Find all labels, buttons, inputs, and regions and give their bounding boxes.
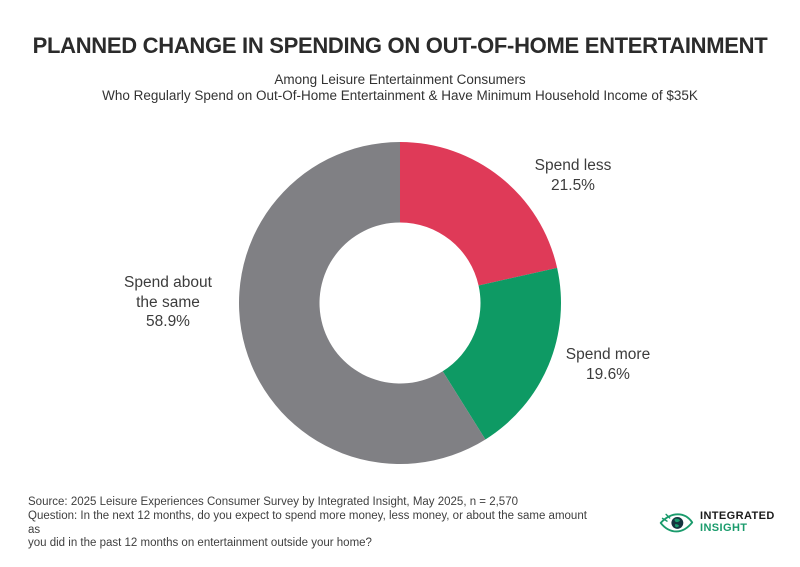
eye-icon <box>659 513 694 533</box>
segment-label-value: 21.5% <box>551 176 595 194</box>
integrated-insight-logo: INTEGRATED INSIGHT <box>658 509 775 535</box>
logo-text-integrated: INTEGRATED <box>700 509 775 522</box>
question-line-1: Question: In the next 12 months, do you … <box>28 509 587 536</box>
donut-segment-spend-about-the-same <box>239 142 486 464</box>
segment-label-text: Spend about <box>124 274 212 291</box>
chart-subtitle: Among Leisure Entertainment Consumers Wh… <box>0 72 800 104</box>
source-line: Source: 2025 Leisure Experiences Consume… <box>28 496 518 508</box>
segment-label-text: Spend more <box>565 346 651 363</box>
subtitle-line-2: Who Regularly Spend on Out-Of-Home Enter… <box>102 88 698 103</box>
source-note: Source: 2025 Leisure Experiences Consume… <box>28 496 588 551</box>
segment-label-value: 58.9% <box>146 313 190 330</box>
segment-label-text: the same <box>136 293 200 311</box>
donut-segment-spend-less <box>400 142 558 286</box>
segment-label-spend-same: Spend about the same 58.9% <box>83 273 253 332</box>
logo-wordmark: INTEGRATED INSIGHT <box>700 509 775 534</box>
segment-label-text: Spend less <box>534 157 612 174</box>
segment-label-value: 19.6% <box>586 365 630 383</box>
question-line-2: you did in the past 12 months on enterta… <box>28 537 372 550</box>
donut-chart <box>239 142 561 464</box>
donut-segment-spend-more <box>442 267 561 440</box>
segment-label-spend-less: Spend less 21.5% <box>488 156 658 195</box>
segment-label-spend-more: Spend more 19.6% <box>523 345 693 384</box>
page-title: PLANNED CHANGE IN SPENDING ON OUT-OF-HOM… <box>32 33 768 58</box>
logo-text-insight: INSIGHT <box>700 521 748 534</box>
subtitle-line-1: Among Leisure Entertainment Consumers <box>274 72 526 87</box>
